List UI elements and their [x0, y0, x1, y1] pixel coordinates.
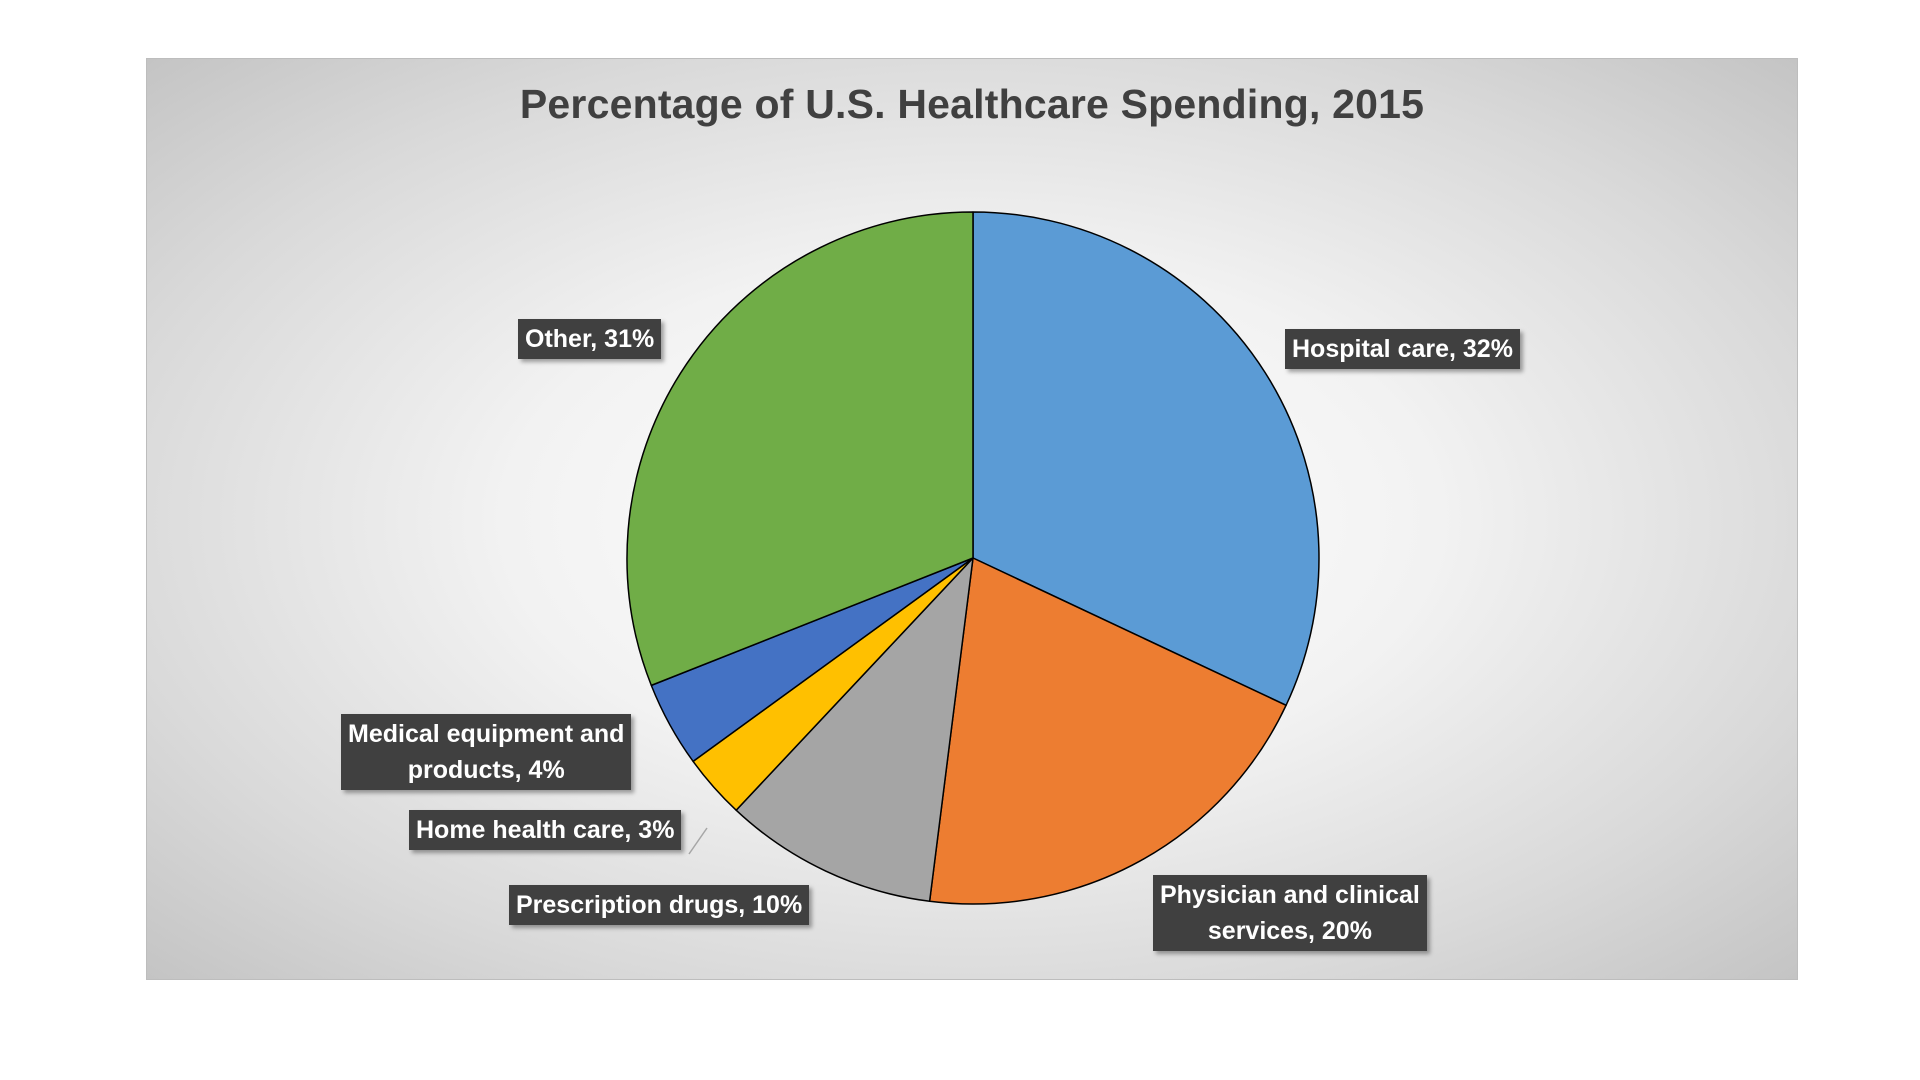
data-label-line: Medical equipment and	[348, 720, 625, 748]
data-label-line: Other, 31%	[525, 325, 655, 353]
data-label-home-health-care: Home health care, 3%	[409, 810, 682, 850]
data-label-line: services, 20%	[1207, 917, 1372, 945]
data-label-physician: Physician and clinical services, 20%	[1153, 875, 1427, 951]
home-health-leader-line	[688, 827, 708, 855]
data-label-line: Home health care, 3%	[416, 816, 675, 844]
pie-slice-other	[626, 211, 974, 687]
pie-slice-hospital-care	[972, 211, 1320, 707]
pie-slice-prescription-drugs	[735, 557, 974, 903]
chart-title: Percentage of U.S. Healthcare Spending, …	[519, 81, 1425, 127]
data-label-line: Hospital care, 32%	[1292, 335, 1513, 363]
data-label-hospital-care: Hospital care, 32%	[1285, 329, 1520, 369]
data-label-medical-equipment: Medical equipment and products, 4%	[341, 714, 632, 790]
pie-slice-physician-and-clinical-services	[928, 557, 1287, 905]
data-label-other: Other, 31%	[518, 319, 662, 359]
data-label-line: Prescription drugs, 10%	[516, 891, 803, 919]
pie-chart	[626, 211, 1320, 905]
chart-area: Percentage of U.S. Healthcare Spending, …	[146, 58, 1798, 980]
data-label-line: Physician and clinical	[1160, 881, 1420, 909]
data-label-line: products, 4%	[407, 756, 565, 784]
data-label-prescription-drugs: Prescription drugs, 10%	[509, 885, 810, 925]
